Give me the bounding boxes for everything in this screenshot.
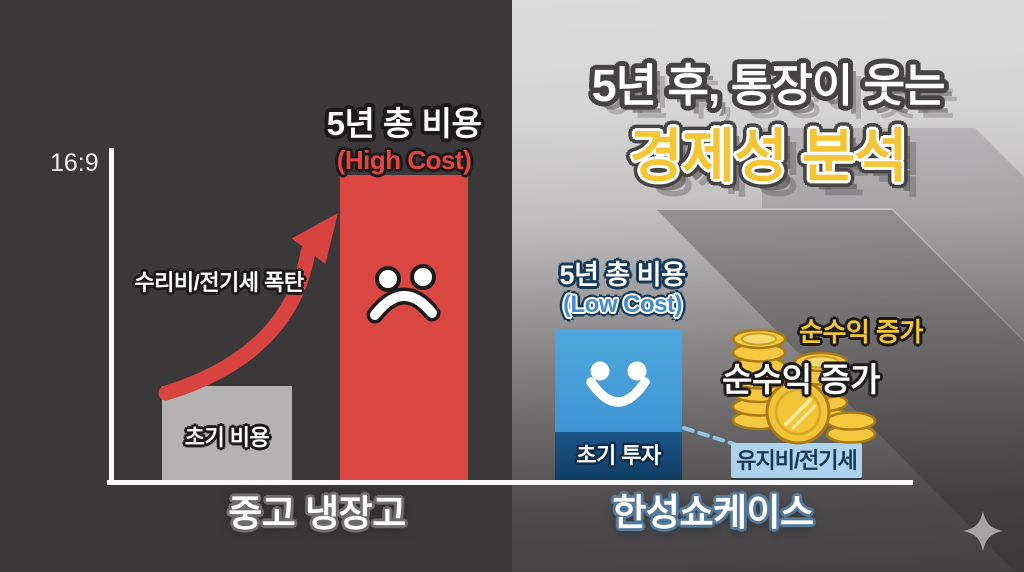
title-line2: 경제성 분석 bbox=[629, 124, 908, 189]
coins-icon bbox=[731, 328, 877, 445]
high-cost-sublabel: (High Cost) bbox=[336, 145, 472, 175]
connector-dashed-line bbox=[682, 426, 736, 446]
initial-cost-bar bbox=[162, 386, 292, 480]
smiley-face-icon bbox=[586, 361, 650, 407]
low-cost-title: 5년 총 비용 bbox=[559, 260, 686, 290]
profit-increase-big: 순수익 증가 bbox=[722, 361, 880, 398]
growth-arrow-icon bbox=[158, 213, 338, 401]
initial-cost-label: 초기 비용 bbox=[184, 425, 270, 450]
aspect-ratio-label: 16:9 bbox=[50, 149, 99, 177]
maintenance-label: 유지비/전기세 bbox=[736, 448, 858, 473]
repair-cost-annotation: 수리비/전기세 폭탄 bbox=[134, 270, 304, 295]
sad-face-icon bbox=[366, 264, 441, 324]
profit-increase-small: 순수익 증가 bbox=[799, 317, 923, 347]
title-line1: 5년 후, 통장이 웃는 bbox=[591, 60, 946, 111]
high-cost-title: 5년 총 비용 bbox=[326, 105, 482, 142]
category-label-right: 한성쇼케이스 bbox=[612, 492, 814, 533]
investment-bar-top bbox=[555, 329, 682, 432]
investment-bar-bottom bbox=[555, 432, 682, 480]
investment-bar-label: 초기 투자 bbox=[576, 443, 661, 468]
low-cost-sublabel: (Low Cost) bbox=[563, 291, 682, 318]
y-axis-line bbox=[109, 148, 114, 485]
sparkle-icon bbox=[962, 510, 1004, 552]
x-axis-line bbox=[107, 480, 913, 485]
category-label-left: 중고 냉장고 bbox=[228, 493, 406, 534]
maintenance-box bbox=[731, 443, 862, 478]
total-cost-bar bbox=[340, 175, 468, 480]
